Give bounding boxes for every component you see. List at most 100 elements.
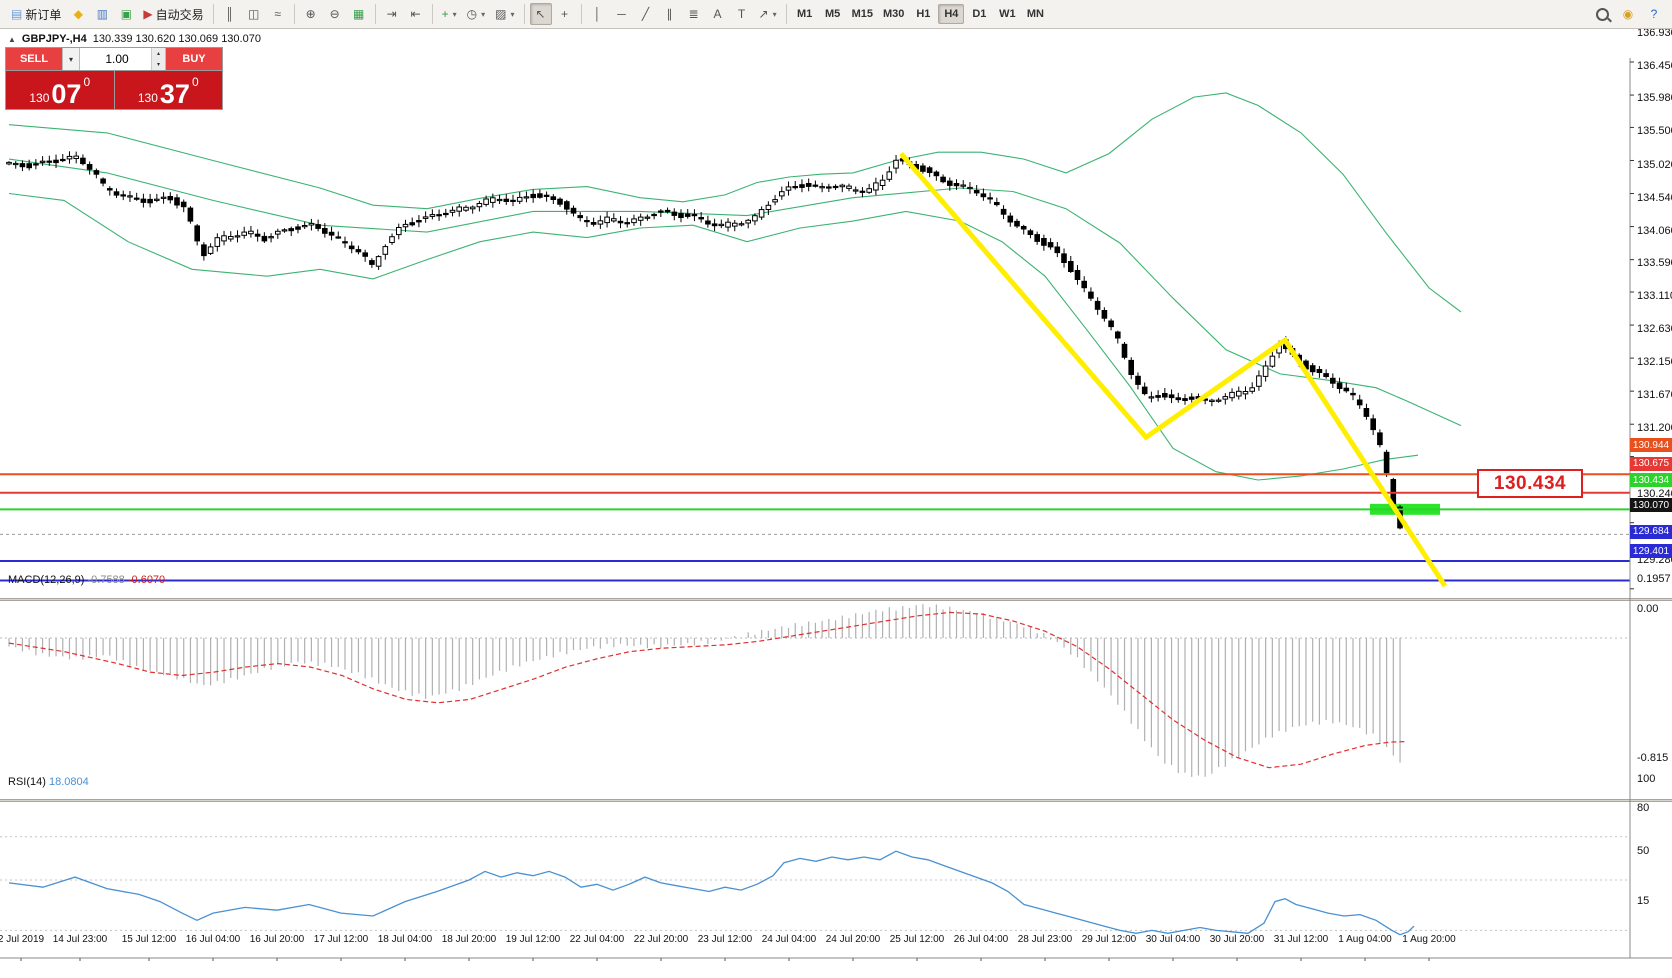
data-window-icon: ▣: [120, 7, 133, 21]
channel-icon: ∥: [666, 7, 673, 21]
fibonacci-icon: ≣: [688, 7, 699, 21]
cursor-button[interactable]: ↖: [529, 3, 552, 25]
sell-price-prefix: 130: [29, 91, 50, 105]
cursor-icon: ↖: [535, 7, 546, 21]
macd-histogram: [8, 604, 1401, 777]
zoom-in-button[interactable]: ⊕: [300, 3, 322, 25]
zigzag-trendline[interactable]: [899, 151, 1448, 588]
text-label-button[interactable]: T: [731, 3, 753, 25]
bollinger-middle-line: [8, 158, 1462, 427]
market-watch-button[interactable]: ▥: [91, 3, 113, 25]
auto-scroll-icon: ⇥: [386, 7, 397, 21]
channel-button[interactable]: ∥: [659, 3, 681, 25]
text-label-icon: T: [737, 7, 746, 21]
autotrading-button-label: 自动交易: [155, 7, 204, 22]
candlesticks: [6, 151, 1403, 530]
chevron-down-icon: ▾: [452, 9, 457, 19]
indicators-button[interactable]: + ▾: [438, 3, 461, 25]
timeframe-m1-button[interactable]: M1: [796, 8, 813, 20]
autotrading-icon: ▶: [143, 7, 153, 21]
lot-increase-button[interactable]: ▴: [152, 48, 165, 59]
timeframe-h4-button[interactable]: H4: [938, 4, 965, 24]
chart-shift-icon: ⇤: [410, 7, 421, 21]
toolbar-separator: [785, 4, 787, 24]
autotrading-button[interactable]: ▶ 自动交易: [139, 3, 207, 25]
trade-options-dropdown[interactable]: ▾: [62, 48, 80, 70]
timeframe-m5-button[interactable]: M5: [824, 8, 841, 20]
timeframe-w1-button[interactable]: W1: [999, 8, 1016, 20]
zoom-out-button[interactable]: ⊖: [324, 3, 346, 25]
candlestick-chart-button[interactable]: ◫: [243, 3, 265, 25]
indicators-icon: +: [441, 7, 449, 21]
metaeditor-icon: ◆: [73, 7, 83, 21]
macd-signal-line: [8, 611, 1407, 769]
data-window-button[interactable]: ▣: [115, 3, 137, 25]
periods-button[interactable]: ◷ ▾: [463, 3, 490, 25]
chevron-down-icon: ▾: [510, 9, 515, 19]
buy-price-display[interactable]: 130 37 0: [114, 71, 222, 110]
search-button[interactable]: [1591, 3, 1613, 25]
new-order-button[interactable]: ▤ 新订单: [7, 3, 65, 25]
time-axis[interactable]: [0, 930, 1672, 949]
text-button[interactable]: A: [707, 3, 729, 25]
templates-icon: ▨: [495, 7, 507, 21]
line-chart-button[interactable]: ≈: [267, 3, 289, 25]
arrows-button[interactable]: ↗ ▾: [755, 3, 781, 25]
sell-price-display[interactable]: 130 07 0: [6, 71, 114, 109]
symbol-title: GBPJPY-,H4: [21, 33, 87, 45]
crosshair-button[interactable]: +: [554, 3, 576, 25]
bar-chart-button[interactable]: ║: [219, 3, 241, 25]
lot-decrease-button[interactable]: ▾: [152, 59, 165, 70]
candlestick-chart-icon: ◫: [247, 7, 260, 21]
rsi-name: RSI(14): [8, 776, 46, 788]
buy-price-prefix: 130: [137, 91, 158, 105]
help-icon: ?: [1650, 7, 1658, 21]
timeframe-h1-button[interactable]: H1: [916, 8, 931, 20]
toolbar-separator: [212, 4, 214, 24]
help-button[interactable]: ?: [1643, 3, 1665, 25]
panel-separator[interactable]: [0, 598, 1672, 601]
fibonacci-button[interactable]: ≣: [683, 3, 705, 25]
toolbar-right-groups: ◉?: [1590, 0, 1666, 28]
sell-price-main: 07: [51, 79, 82, 110]
zoom-in-icon: ⊕: [305, 7, 316, 21]
symbol-ohlc-values: 130.339 130.620 130.069 130.070: [92, 33, 261, 45]
timeframe-mn-button[interactable]: MN: [1026, 8, 1044, 20]
templates-button[interactable]: ▨ ▾: [491, 3, 518, 25]
macd-main-value: -0.7588: [87, 574, 125, 586]
macd-indicator-label: MACD(12,26,9) -0.7588 -0.6070: [8, 574, 165, 586]
crosshair-icon: +: [560, 7, 568, 21]
sell-button[interactable]: SELL: [6, 48, 62, 70]
toolbar-separator: [431, 4, 433, 24]
tile-windows-button[interactable]: ▦: [348, 3, 370, 25]
price-callout-label[interactable]: 130.434: [1477, 469, 1583, 498]
panel-separator[interactable]: [0, 799, 1672, 802]
timeframe-m30-button[interactable]: M30: [882, 8, 905, 20]
timeframe-m15-button[interactable]: M15: [851, 8, 873, 20]
trendline-button[interactable]: ╱: [635, 3, 657, 25]
toolbar-separator: [374, 4, 376, 24]
bollinger-lower-line: [8, 192, 1419, 481]
community-button[interactable]: ◉: [1617, 3, 1639, 25]
rsi-indicator-label: RSI(14) 18.0804: [8, 776, 89, 788]
vertical-line-icon: │: [593, 7, 602, 21]
price-axis[interactable]: [1631, 29, 1672, 929]
rsi-line: [8, 850, 1415, 936]
timeframe-d1-button[interactable]: D1: [972, 8, 987, 20]
horizontal-line-icon: ─: [617, 7, 626, 21]
toolbar-left-groups: ▤ 新订单 ◆ ▥ ▣ ▶ 自动交易 ║ ◫ ≈ ⊕ ⊖ ▦ ⇥ ⇤ + ▾ ◷ ▾ ▨ ▾ ↖ + │ ─ ╱ ∥ ≣ A T ↗ ▾ M1 M…: [6, 0, 1590, 28]
buy-price-main: 37: [159, 79, 190, 110]
auto-scroll-button[interactable]: ⇥: [381, 3, 403, 25]
macd-signal-value: -0.6070: [127, 574, 166, 586]
lot-size-input[interactable]: [80, 48, 165, 70]
market-watch-icon: ▥: [96, 7, 109, 21]
metaeditor-button[interactable]: ◆: [67, 3, 89, 25]
buy-button[interactable]: BUY: [166, 48, 222, 70]
horizontal-line-button[interactable]: ─: [611, 3, 633, 25]
vertical-line-button[interactable]: │: [587, 3, 609, 25]
sell-price-sup: 0: [83, 75, 91, 89]
chart-shift-button[interactable]: ⇤: [405, 3, 427, 25]
bollinger-upper-line: [8, 92, 1462, 313]
chart-canvas[interactable]: [0, 29, 1672, 961]
chart-svg: [0, 58, 1672, 961]
